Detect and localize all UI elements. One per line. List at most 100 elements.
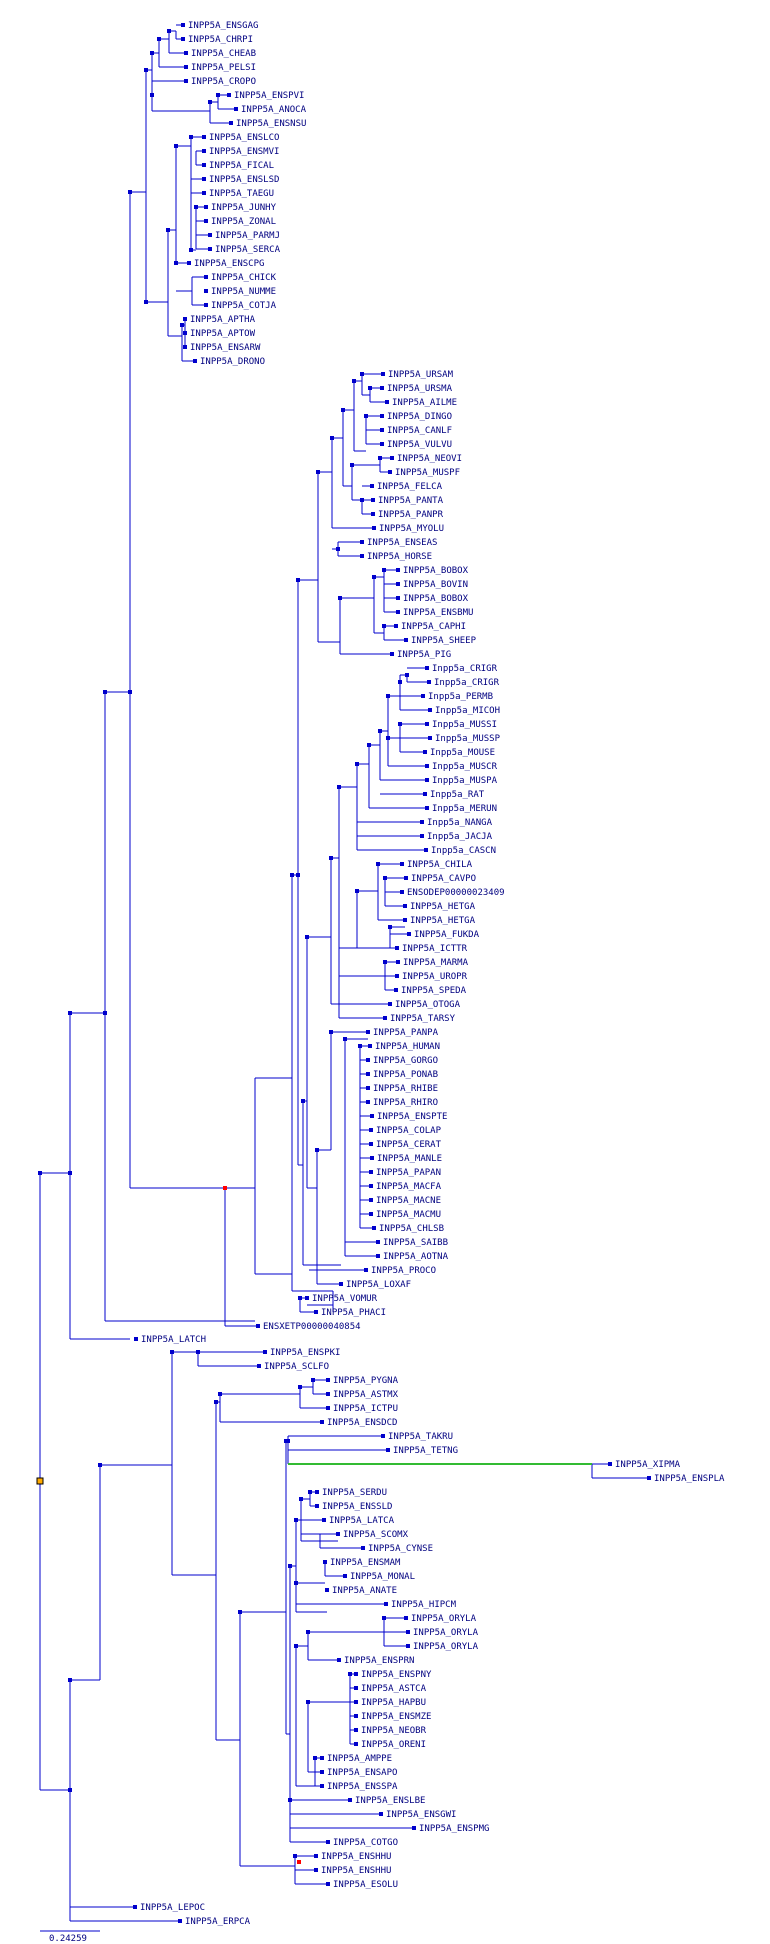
leaf-label[interactable]: INPP5A_PANTA xyxy=(378,496,444,506)
leaf-label[interactable]: INPP5A_HAPBU xyxy=(361,1698,426,1708)
leaf-label[interactable]: Inpp5a_CRIGR xyxy=(434,678,500,688)
leaf-label[interactable]: INPP5A_LOXAF xyxy=(346,1280,411,1290)
leaf-node[interactable] xyxy=(354,1714,358,1718)
leaf-label[interactable]: INPP5A_HORSE xyxy=(367,552,432,562)
leaf-label[interactable]: Inpp5a_MUSCR xyxy=(432,762,498,772)
leaf-label[interactable]: INPP5A_MACFA xyxy=(376,1182,442,1192)
leaf-label[interactable]: Inpp5a_RAT xyxy=(430,790,485,800)
internal-node[interactable] xyxy=(376,862,380,866)
leaf-label[interactable]: INPP5A_CAPHI xyxy=(401,622,466,632)
leaf-label[interactable]: INPP5A_RHIRO xyxy=(373,1098,438,1108)
leaf-label[interactable]: INPP5A_JUNHY xyxy=(211,203,277,213)
leaf-node[interactable] xyxy=(227,93,231,97)
leaf-node[interactable] xyxy=(326,1392,330,1396)
leaf-node[interactable] xyxy=(425,666,429,670)
leaf-node[interactable] xyxy=(204,219,208,223)
leaf-label[interactable]: INPP5A_CYNSE xyxy=(368,1544,433,1554)
leaf-label[interactable]: INPP5A_SAIBB xyxy=(383,1238,448,1248)
leaf-node[interactable] xyxy=(178,1919,182,1923)
leaf-node[interactable] xyxy=(425,722,429,726)
internal-node[interactable] xyxy=(290,873,294,877)
internal-node[interactable] xyxy=(103,690,107,694)
leaf-label[interactable]: INPP5A_ERPCA xyxy=(185,1917,251,1927)
internal-node[interactable] xyxy=(316,470,320,474)
leaf-node[interactable] xyxy=(343,1574,347,1578)
leaf-node[interactable] xyxy=(325,1588,329,1592)
leaf-node[interactable] xyxy=(420,834,424,838)
internal-node[interactable] xyxy=(103,1011,107,1015)
leaf-label[interactable]: INPP5A_ENSPRN xyxy=(344,1656,414,1666)
leaf-label[interactable]: INPP5A_FICAL xyxy=(209,161,274,171)
leaf-node[interactable] xyxy=(396,960,400,964)
leaf-node[interactable] xyxy=(202,163,206,167)
leaf-label[interactable]: INPP5A_TAEGU xyxy=(209,189,274,199)
leaf-label[interactable]: INPP5A_HUMAN xyxy=(375,1042,440,1052)
leaf-label[interactable]: INPP5A_ORYLA xyxy=(413,1628,479,1638)
internal-node[interactable] xyxy=(288,1564,292,1568)
leaf-label[interactable]: INPP5A_CHICK xyxy=(211,273,277,283)
internal-node[interactable] xyxy=(218,1392,222,1396)
internal-node[interactable] xyxy=(68,1788,72,1792)
internal-node[interactable] xyxy=(338,596,342,600)
leaf-node[interactable] xyxy=(229,121,233,125)
leaf-label[interactable]: INPP5A_ICTPU xyxy=(333,1404,398,1414)
leaf-label[interactable]: INPP5A_MONAL xyxy=(350,1572,415,1582)
leaf-label[interactable]: INPP5A_CHILA xyxy=(407,860,473,870)
leaf-node[interactable] xyxy=(420,820,424,824)
leaf-label[interactable]: INPP5A_TAKRU xyxy=(388,1432,453,1442)
leaf-label[interactable]: INPP5A_CHEAB xyxy=(191,49,256,59)
internal-node[interactable] xyxy=(330,436,334,440)
leaf-node[interactable] xyxy=(202,135,206,139)
leaf-node[interactable] xyxy=(369,1170,373,1174)
leaf-node[interactable] xyxy=(369,1212,373,1216)
leaf-label[interactable]: INPP5A_SCOMX xyxy=(343,1530,409,1540)
internal-node[interactable] xyxy=(174,261,178,265)
leaf-node[interactable] xyxy=(348,1798,352,1802)
leaf-node[interactable] xyxy=(423,750,427,754)
internal-node[interactable] xyxy=(329,856,333,860)
leaf-label[interactable]: INPP5A_CERAT xyxy=(376,1140,442,1150)
leaf-node[interactable] xyxy=(181,37,185,41)
leaf-node[interactable] xyxy=(424,848,428,852)
leaf-node[interactable] xyxy=(381,372,385,376)
internal-node[interactable] xyxy=(372,575,376,579)
internal-node[interactable] xyxy=(144,300,148,304)
leaf-node[interactable] xyxy=(354,1700,358,1704)
leaf-node[interactable] xyxy=(202,191,206,195)
leaf-label[interactable]: Inpp5a_JACJA xyxy=(427,832,493,842)
leaf-label[interactable]: INPP5A_ENSSLD xyxy=(322,1502,392,1512)
leaf-node[interactable] xyxy=(372,526,376,530)
leaf-node[interactable] xyxy=(406,1630,410,1634)
internal-node[interactable] xyxy=(350,463,354,467)
duplication-node[interactable] xyxy=(223,1186,227,1190)
leaf-node[interactable] xyxy=(322,1518,326,1522)
leaf-label[interactable]: INPP5A_PAPAN xyxy=(376,1168,441,1178)
internal-node[interactable] xyxy=(358,1044,362,1048)
leaf-label[interactable]: INPP5A_FELCA xyxy=(377,482,443,492)
leaf-label[interactable]: INPP5A_PANPA xyxy=(373,1028,439,1038)
leaf-label[interactable]: INPP5A_LEPOC xyxy=(140,1903,205,1913)
internal-node[interactable] xyxy=(360,372,364,376)
leaf-label[interactable]: INPP5A_ENSCPG xyxy=(194,259,264,269)
internal-node[interactable] xyxy=(299,1497,303,1501)
leaf-node[interactable] xyxy=(204,303,208,307)
leaf-label[interactable]: Inpp5a_MUSPA xyxy=(432,776,498,786)
leaf-label[interactable]: INPP5A_ASTCA xyxy=(361,1684,427,1694)
leaf-label[interactable]: INPP5A_ENSPTE xyxy=(377,1112,447,1122)
internal-node[interactable] xyxy=(293,1854,297,1858)
leaf-node[interactable] xyxy=(202,177,206,181)
leaf-label[interactable]: INPP5A_PHACI xyxy=(321,1308,386,1318)
leaf-node[interactable] xyxy=(388,470,392,474)
leaf-node[interactable] xyxy=(384,1602,388,1606)
leaf-node[interactable] xyxy=(326,1840,330,1844)
leaf-node[interactable] xyxy=(336,1532,340,1536)
duplication-node[interactable] xyxy=(297,1860,301,1864)
leaf-node[interactable] xyxy=(364,1268,368,1272)
leaf-node[interactable] xyxy=(388,1002,392,1006)
internal-node[interactable] xyxy=(238,1610,242,1614)
leaf-node[interactable] xyxy=(427,680,431,684)
leaf-node[interactable] xyxy=(371,498,375,502)
leaf-label[interactable]: INPP5A_ENSGAG xyxy=(188,21,258,31)
internal-node[interactable] xyxy=(378,729,382,733)
root-node[interactable] xyxy=(36,1477,44,1485)
